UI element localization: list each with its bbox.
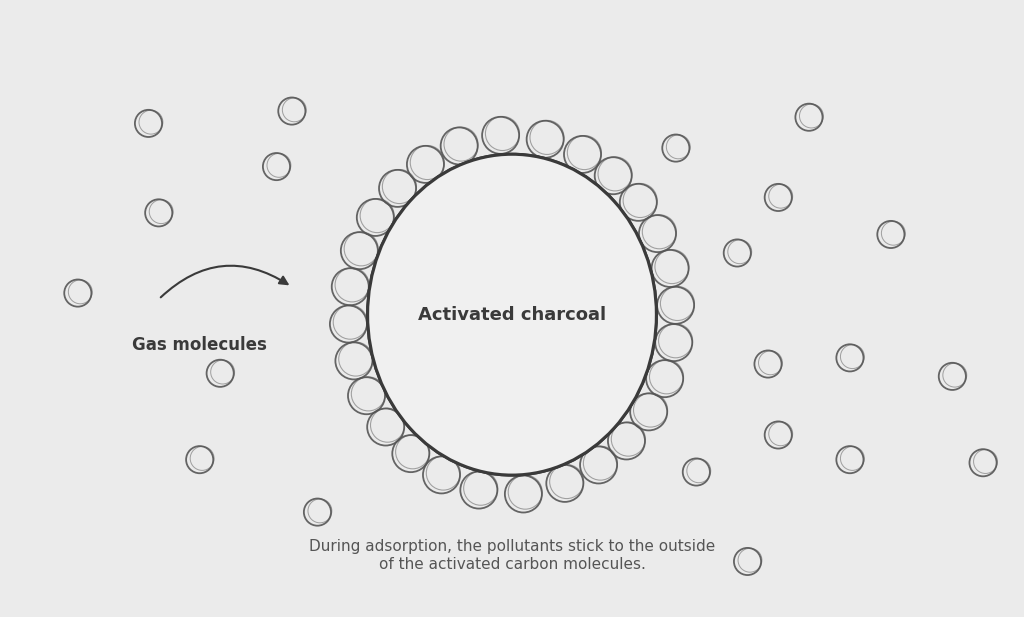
Text: Gas molecules: Gas molecules [132, 336, 267, 354]
Text: During adsorption, the pollutants stick to the outside: During adsorption, the pollutants stick … [309, 539, 715, 553]
Text: of the activated carbon molecules.: of the activated carbon molecules. [379, 557, 645, 572]
Ellipse shape [368, 154, 656, 475]
Text: Activated charcoal: Activated charcoal [418, 305, 606, 324]
Ellipse shape [368, 154, 656, 475]
FancyArrowPatch shape [161, 266, 288, 297]
